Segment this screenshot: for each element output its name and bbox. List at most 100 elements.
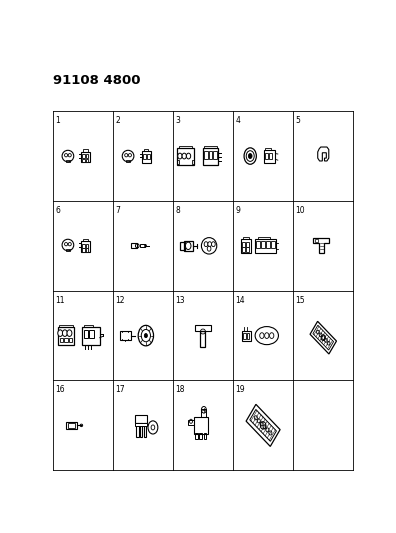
Bar	[60, 337, 63, 342]
Bar	[86, 158, 88, 162]
Text: 91108 4800: 91108 4800	[53, 74, 140, 87]
Bar	[265, 153, 268, 158]
Bar	[64, 337, 68, 342]
Bar	[144, 423, 146, 437]
Circle shape	[248, 154, 252, 158]
Bar	[82, 154, 85, 158]
Circle shape	[270, 333, 274, 338]
Ellipse shape	[68, 154, 71, 157]
Bar	[257, 237, 270, 239]
Bar	[135, 423, 147, 426]
Text: 6: 6	[55, 206, 60, 215]
Bar	[143, 154, 146, 158]
Bar	[195, 325, 211, 332]
Text: 17: 17	[115, 385, 125, 394]
Text: 8: 8	[175, 206, 180, 215]
Bar	[204, 433, 206, 439]
Bar	[82, 248, 85, 252]
Bar	[84, 325, 93, 327]
Bar	[242, 330, 251, 341]
Circle shape	[182, 153, 187, 159]
Bar	[188, 421, 194, 425]
Bar	[82, 158, 85, 162]
Bar	[147, 154, 150, 158]
Text: 7: 7	[115, 206, 120, 215]
Bar	[246, 247, 249, 252]
Ellipse shape	[65, 243, 68, 246]
Bar	[184, 241, 192, 251]
Bar	[177, 160, 179, 164]
Ellipse shape	[68, 243, 71, 246]
Text: 12: 12	[115, 296, 125, 305]
Text: 9: 9	[236, 206, 240, 215]
Bar	[120, 332, 131, 340]
Bar	[204, 151, 208, 158]
Bar	[243, 333, 246, 339]
Bar	[68, 423, 75, 428]
Bar	[82, 244, 85, 248]
Bar	[177, 148, 194, 165]
Circle shape	[265, 333, 269, 338]
Bar	[59, 325, 73, 327]
Bar	[66, 422, 78, 429]
Bar	[266, 241, 270, 248]
Bar	[261, 241, 265, 248]
Bar	[192, 160, 194, 164]
Circle shape	[178, 153, 182, 159]
Text: 2: 2	[115, 116, 120, 125]
Bar	[256, 241, 260, 248]
Bar	[89, 330, 94, 337]
Bar	[202, 409, 206, 417]
Text: 19: 19	[236, 385, 245, 394]
Circle shape	[260, 333, 264, 338]
Circle shape	[63, 330, 67, 336]
Text: 13: 13	[175, 296, 185, 305]
Bar	[140, 423, 142, 437]
Text: 4: 4	[236, 116, 240, 125]
Bar	[200, 332, 206, 347]
Bar	[66, 160, 70, 162]
Bar	[241, 239, 251, 253]
Circle shape	[207, 246, 211, 251]
Bar	[58, 327, 74, 345]
Bar	[247, 333, 249, 339]
Bar	[255, 239, 276, 253]
Bar	[144, 149, 148, 151]
Circle shape	[187, 153, 191, 159]
Bar	[84, 330, 88, 337]
Bar	[179, 146, 192, 148]
Bar	[86, 154, 88, 158]
Circle shape	[208, 242, 211, 247]
Bar	[271, 241, 275, 248]
Text: 1: 1	[55, 116, 60, 125]
Circle shape	[67, 330, 72, 336]
Bar	[83, 239, 88, 241]
Bar	[246, 242, 249, 247]
Circle shape	[211, 242, 215, 247]
Bar	[243, 237, 249, 239]
Bar	[209, 151, 213, 158]
Bar	[265, 148, 271, 150]
Bar	[204, 146, 217, 148]
Text: 15: 15	[296, 296, 305, 305]
Circle shape	[204, 242, 208, 247]
Text: 14: 14	[236, 296, 245, 305]
Text: 3: 3	[175, 116, 180, 125]
Ellipse shape	[125, 154, 128, 157]
Text: 10: 10	[296, 206, 305, 215]
Text: 11: 11	[55, 296, 65, 305]
Bar	[264, 150, 275, 163]
Bar	[131, 244, 137, 248]
Bar	[242, 247, 245, 252]
Bar	[203, 148, 218, 165]
Text: 5: 5	[296, 116, 301, 125]
Text: 18: 18	[175, 385, 185, 394]
Bar	[66, 249, 70, 251]
Text: 16: 16	[55, 385, 65, 394]
Bar	[86, 248, 88, 252]
Bar	[135, 415, 147, 423]
Bar	[142, 151, 151, 163]
Bar	[136, 423, 139, 437]
Ellipse shape	[65, 154, 68, 157]
Bar	[81, 241, 90, 252]
